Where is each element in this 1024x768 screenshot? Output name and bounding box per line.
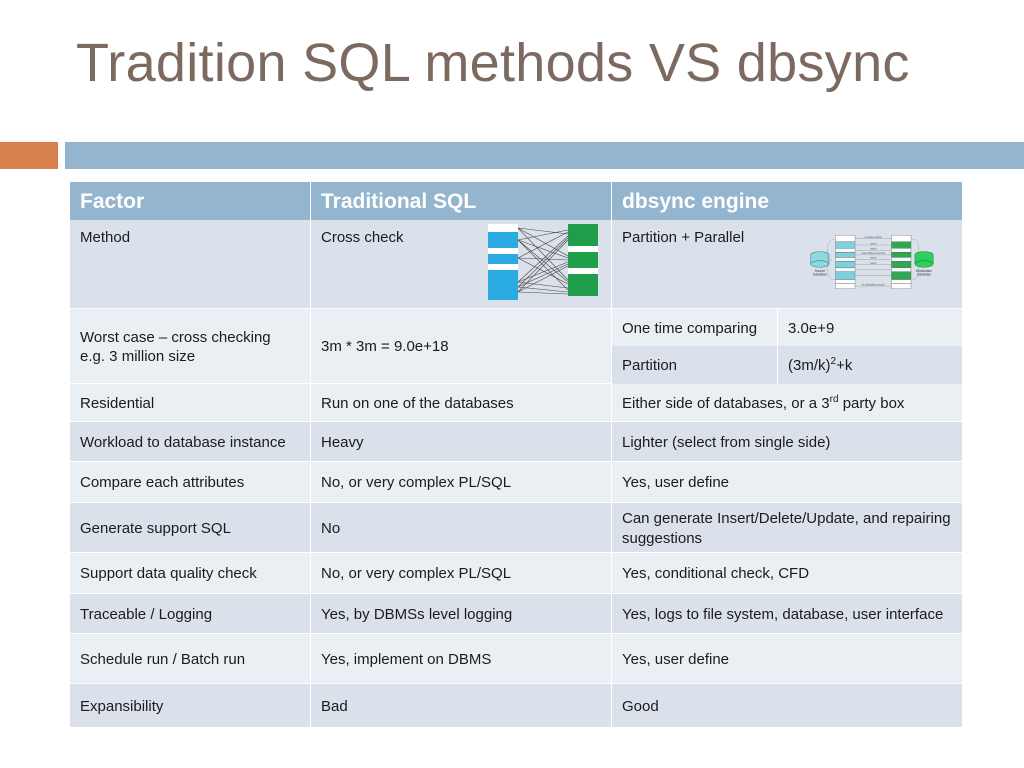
svg-text:compare column: compare column bbox=[865, 236, 883, 239]
svg-text:Database: Database bbox=[813, 273, 827, 277]
svg-text:match: match bbox=[870, 262, 877, 265]
svg-text:match: match bbox=[870, 248, 877, 251]
svg-text:match: match bbox=[870, 242, 877, 245]
svg-text:fix destination records: fix destination records bbox=[862, 283, 885, 286]
svg-text:select different records: select different records bbox=[861, 252, 885, 255]
svg-text:match: match bbox=[870, 257, 877, 260]
svg-text:Database: Database bbox=[917, 273, 931, 277]
